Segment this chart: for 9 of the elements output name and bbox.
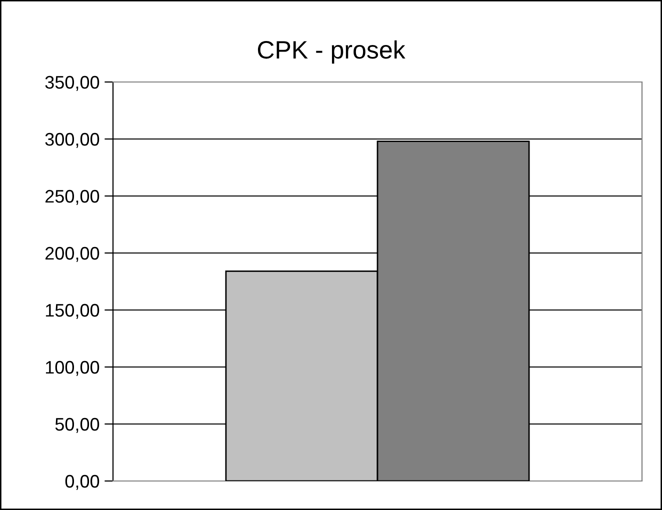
y-tick-label: 250,00	[45, 190, 100, 205]
y-tick-label: 0,00	[65, 474, 100, 490]
chart-title: CPK - prosek	[258, 40, 406, 64]
y-tick-label: 300,00	[45, 132, 100, 148]
y-tick-label: 100,00	[46, 360, 100, 376]
y-tick-label: 150,00	[46, 304, 100, 319]
y-tick-label: 350,00	[45, 76, 100, 91]
y-tick-label: 200,00	[45, 246, 100, 262]
y-tick-label: 50,00	[55, 418, 100, 433]
